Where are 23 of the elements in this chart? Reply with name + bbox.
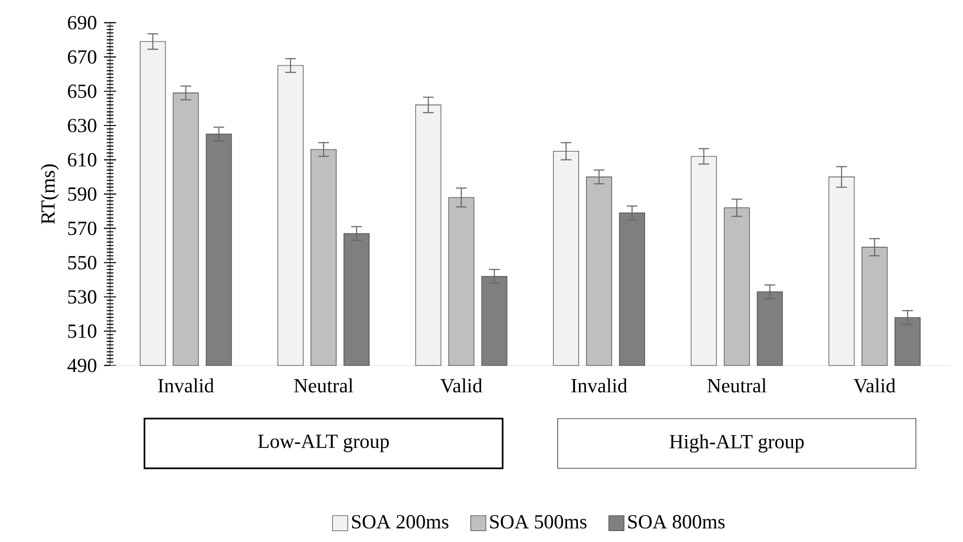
x-tick-label: Valid [854,378,896,393]
legend-label: SOA 200ms [352,515,448,529]
x-tick-label: Valid [440,378,482,393]
legend-label: SOA 800ms [628,515,725,529]
y-tick-label: 690 [68,16,96,30]
x-tick-label: Invalid [571,378,628,393]
text: High-ALT group [670,434,804,453]
x-tick-label: Neutral [707,378,766,393]
y-tick-label: 550 [68,256,96,270]
x-tick-label: Neutral [294,378,354,393]
y-axis-title: RT(ms) [40,164,59,224]
y-tick-label: 510 [68,324,96,338]
legend-label: SOA 500ms [490,515,586,529]
x-tick-label: Invalid [158,378,214,393]
y-tick-label: 670 [68,50,96,64]
y-tick-label: 630 [68,118,96,132]
text: Low-ALT group [258,434,389,452]
y-tick-label: 650 [68,84,96,98]
y-tick-label: 530 [68,290,96,304]
y-tick-label: 610 [68,153,96,167]
y-tick-label: 590 [68,188,96,202]
y-tick-label: 570 [68,222,96,236]
y-tick-label: 490 [67,358,96,372]
